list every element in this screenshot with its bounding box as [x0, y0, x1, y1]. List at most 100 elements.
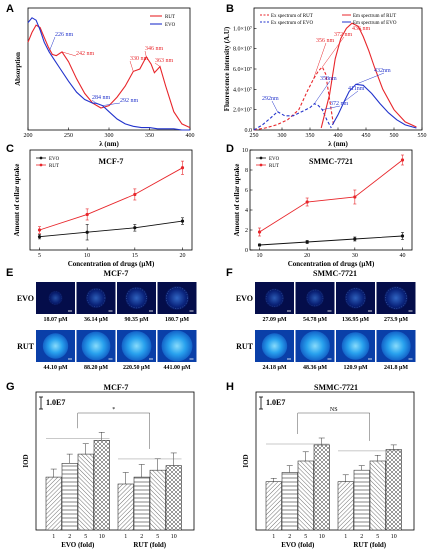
- panel-letter-h: H: [226, 381, 234, 393]
- x-tick-label-a: 400: [186, 133, 195, 139]
- scale-label: 1.0E7: [266, 398, 285, 407]
- y-tick-label-b: 1.0×10⁷: [233, 26, 252, 32]
- cell-outline: [265, 289, 284, 307]
- concentration-caption: 48.36 μM: [303, 365, 327, 371]
- significance-label: *: [112, 407, 115, 413]
- x-tick-label-b: 500: [390, 133, 399, 139]
- peak-label-b: 356 nm: [316, 38, 335, 44]
- y-tick-label-b: 0.0: [245, 128, 253, 134]
- peak-label-b: 292nm: [262, 96, 279, 102]
- chart-title: SMMC-7721: [309, 157, 353, 166]
- category-label: 2: [68, 534, 71, 540]
- bar-pattern: [134, 477, 150, 530]
- peak-leader-a: [102, 102, 121, 106]
- y-tick-label-b: 6.0×10⁷: [233, 67, 252, 73]
- micrograph-tile: [336, 330, 375, 362]
- bar-pattern: [166, 465, 182, 530]
- peak-label-a: 363 nm: [155, 58, 174, 64]
- significance-label: NS: [330, 407, 338, 413]
- micrograph-tile: [255, 330, 294, 362]
- concentration-caption: 88.20 μM: [84, 365, 108, 371]
- peak-leader-b: [313, 42, 327, 80]
- series-line-b-1: [253, 102, 332, 131]
- peak-label-b: 358nm: [320, 76, 337, 82]
- category-label: 5: [84, 534, 87, 540]
- peak-label-b: 411nm: [348, 86, 365, 92]
- row-label-evo: EVO: [236, 294, 253, 303]
- peak-label-a: 292 nm: [120, 98, 139, 104]
- legend-label-rut: RUT: [165, 15, 175, 20]
- x-tick-label: 5: [38, 253, 41, 259]
- peak-label-a: 242 nm: [76, 51, 95, 57]
- x-tick-label-a: 200: [24, 133, 33, 139]
- micrograph-tile: [117, 282, 156, 314]
- category-label: 2: [140, 534, 143, 540]
- peak-leader-b: [314, 80, 331, 104]
- peak-leader-b: [357, 26, 363, 32]
- data-point-evo: [85, 230, 89, 234]
- peak-leader-b: [322, 36, 345, 68]
- category-label: 10: [99, 534, 105, 540]
- concentration-caption: 18.07 μM: [43, 317, 67, 323]
- category-label: 1: [344, 534, 347, 540]
- x-axis-label: Concentration of drugs (μM): [68, 260, 155, 268]
- peak-leader-b: [271, 100, 278, 112]
- data-point-rut: [305, 200, 309, 204]
- y-tick-label: 10: [242, 148, 248, 154]
- legend-label: EVO: [269, 157, 280, 162]
- micrograph-tile: [76, 282, 116, 314]
- row-label-evo: EVO: [17, 294, 34, 303]
- data-point-evo: [180, 219, 185, 223]
- micrograph-tile: [157, 282, 197, 314]
- peak-leader-a: [144, 50, 147, 57]
- row-label-rut: RUT: [236, 342, 254, 351]
- category-label: 10: [319, 534, 325, 540]
- peak-leader-a: [154, 62, 161, 67]
- legend-label-b: Ex spectrum of EVO: [271, 21, 313, 26]
- x-tick-label-b: 450: [362, 133, 371, 139]
- x-tick-label: 10: [84, 253, 90, 259]
- concentration-caption: 27.09 μM: [262, 317, 286, 323]
- cell-cluster: [42, 333, 69, 359]
- panel-b: B 250 300 350 400 450 500 550 0.0 2.0×10⁷ 4.0×10⁷ 6…: [223, 3, 427, 148]
- series-line-b-0: [253, 66, 335, 131]
- scale-label: 1.0E7: [46, 398, 65, 407]
- x-axis-label-b: λ (nm): [328, 140, 348, 148]
- data-point-evo: [257, 243, 262, 247]
- cell-cluster: [121, 331, 152, 361]
- chart-title: SMMC-7721: [314, 383, 358, 392]
- concentration-caption: 36.14 μM: [84, 317, 108, 323]
- peak-leader-a: [48, 36, 56, 53]
- data-point-rut: [353, 195, 357, 199]
- cell-cluster: [341, 332, 370, 360]
- cell-cluster: [300, 331, 330, 361]
- series-line-rut: [39, 167, 183, 231]
- row-label-rut: RUT: [17, 342, 35, 351]
- cell-cluster: [125, 286, 148, 310]
- data-point-evo: [133, 226, 137, 230]
- category-label: 2: [360, 534, 363, 540]
- micrograph-tile: [76, 330, 116, 362]
- plot-frame-h: [255, 391, 415, 531]
- micrograph-tile: [295, 282, 335, 314]
- peak-label-a: 330 nm: [130, 56, 149, 62]
- panel-a: A 200 250 300 350 400 λ (nm) Absorption RUT EVO 22…: [6, 3, 195, 148]
- chart-title: MCF-7: [99, 157, 124, 166]
- micrograph-tile: [157, 330, 197, 362]
- cell-cluster: [86, 288, 106, 308]
- concentration-caption: 273.9 μM: [384, 317, 408, 323]
- significance-bracket: [297, 412, 370, 441]
- micrograph-tile: [255, 282, 294, 314]
- peak-label-a: 284 nm: [92, 95, 111, 101]
- legend-label: RUT: [49, 164, 59, 169]
- y-axis-label: Amount of cellar uptake: [233, 164, 241, 237]
- panel-e: E MCF-7 EVO 18.07 μM 36.14 μM 90.35 μM 180.7 μ…: [6, 267, 197, 371]
- series-line-rut: [259, 159, 403, 233]
- cell-outline: [385, 287, 407, 309]
- concentration-caption: 136.95 μM: [342, 317, 369, 323]
- cell-cluster: [265, 288, 284, 308]
- cell-outline: [86, 288, 106, 308]
- micrograph-tile: [336, 282, 375, 314]
- legend-label-b: Ex spectrum of RUT: [271, 14, 313, 19]
